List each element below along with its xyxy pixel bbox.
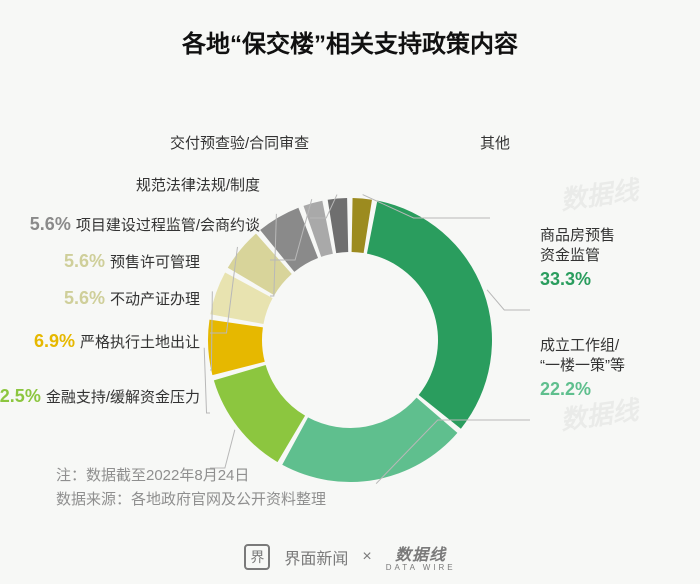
slice-text: 规范法律法规/制度 — [136, 176, 260, 196]
slice-text: 金融支持/缓解资金压力 — [46, 389, 200, 406]
slice-pct: 5.6% — [64, 251, 110, 271]
slice-label-s1: 商品房预售资金监管33.3% — [540, 226, 615, 291]
note-line-1: 注：数据截至2022年8月24日 — [56, 464, 326, 488]
slice-label-s2: 成立工作组/“一楼一策”等22.2% — [540, 336, 625, 401]
leader-line — [210, 430, 235, 468]
donut-slice-s3 — [214, 365, 305, 462]
leader-line — [487, 290, 530, 310]
slice-text: 其他 — [480, 134, 510, 154]
slice-text: 预售许可管理 — [110, 254, 200, 271]
slice-label-s4: 6.9% 严格执行土地出让 — [34, 329, 200, 353]
footer-sep: × — [362, 548, 371, 566]
chart-root: 各地“保交楼”相关支持政策内容 商品房预售资金监管33.3% 成立工作组/“一楼一… — [0, 0, 700, 584]
slice-text: 不动产证办理 — [110, 291, 200, 308]
chart-title: 各地“保交楼”相关支持政策内容 — [0, 24, 700, 59]
donut-slice-s1 — [367, 201, 492, 429]
slice-text: 严格执行土地出让 — [80, 334, 200, 351]
slice-label-s10: 其他 — [480, 134, 510, 154]
chart-notes: 注：数据截至2022年8月24日 数据来源：各地政府官网及公开资料整理 — [56, 464, 326, 512]
footer-brand-2: 数据线 — [395, 547, 446, 564]
slice-text: 资金监管 — [540, 246, 615, 266]
slice-pct: 12.5% — [0, 386, 46, 406]
footer: 界 界面新闻 × 数据线 DATA WIRE — [0, 541, 700, 572]
slice-text: 成立工作组/ — [540, 336, 625, 356]
slice-pct: 22.2% — [540, 377, 625, 401]
slice-label-s9: 交付预查验/合同审查 — [170, 134, 309, 154]
slice-pct: 6.9% — [34, 331, 80, 351]
note-line-2: 数据来源：各地政府官网及公开资料整理 — [56, 488, 326, 512]
slice-label-s5: 5.6% 不动产证办理 — [64, 286, 200, 310]
datawire-logo: 数据线 DATA WIRE — [386, 541, 456, 572]
slice-pct: 5.6% — [30, 214, 76, 234]
slice-label-s8: 规范法律法规/制度 — [136, 176, 260, 196]
slice-text: 商品房预售 — [540, 226, 615, 246]
slice-text: 交付预查验/合同审查 — [170, 134, 309, 154]
slice-label-s3: 12.5% 金融支持/缓解资金压力 — [0, 384, 200, 408]
footer-brand-2-sub: DATA WIRE — [386, 563, 456, 572]
footer-brand-1: 界面新闻 — [284, 545, 348, 569]
slice-text: “一楼一策”等 — [540, 356, 625, 376]
slice-pct: 33.3% — [540, 267, 615, 291]
slice-label-s6: 5.6% 预售许可管理 — [64, 249, 200, 273]
donut-slice-s4 — [208, 320, 265, 376]
slice-label-s7: 5.6% 项目建设过程监管/会商约谈 — [30, 212, 260, 236]
jiemian-icon: 界 — [244, 544, 270, 570]
slice-text: 项目建设过程监管/会商约谈 — [76, 217, 260, 234]
slice-pct: 5.6% — [64, 288, 110, 308]
